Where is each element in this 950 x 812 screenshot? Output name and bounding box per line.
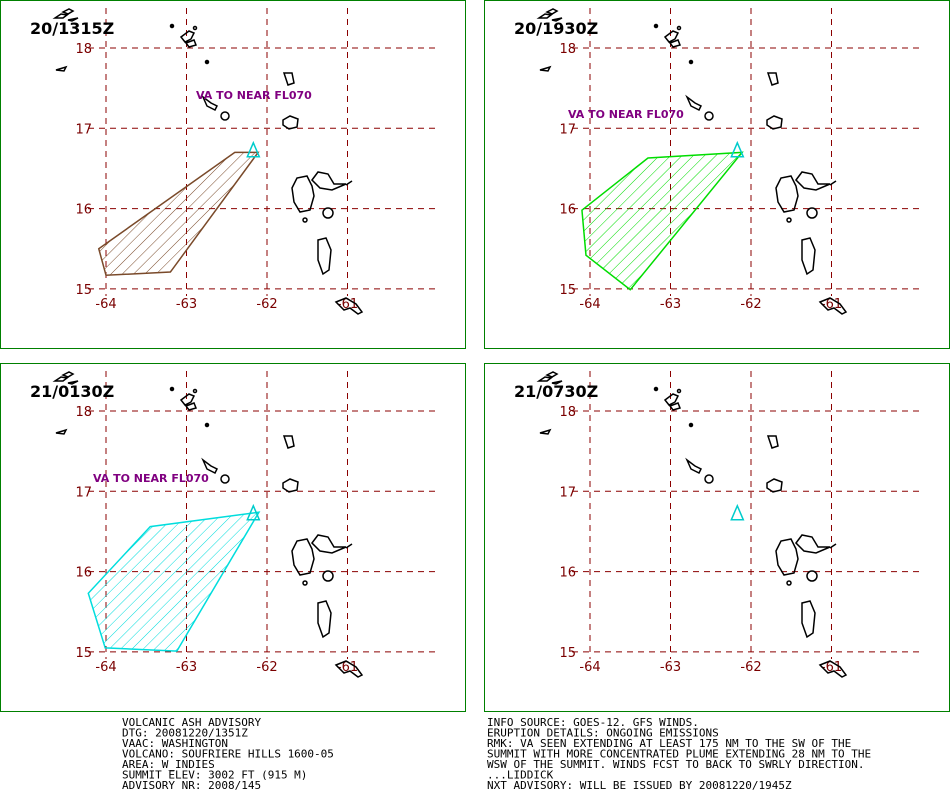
advisory-line: ...LIDDICK — [487, 769, 554, 782]
lat-label: 18 — [75, 42, 92, 57]
volcano — [246, 503, 261, 521]
volcano — [730, 140, 745, 158]
valid-time: 20/1315Z — [30, 19, 114, 38]
ash-cloud — [581, 151, 744, 291]
lat-label: 16 — [559, 566, 576, 581]
ash-cloud — [87, 511, 261, 652]
advisory-line: SUMMIT WITH MORE CONCENTRATED PLUME EXTE… — [487, 748, 871, 761]
lon-label: -63 — [176, 660, 197, 675]
lon-label: -64 — [95, 297, 116, 312]
lat-label: 15 — [75, 283, 92, 298]
lat-label: 18 — [559, 405, 576, 420]
valid-time: 21/0730Z — [514, 382, 598, 401]
panel-frame — [484, 363, 950, 712]
lat-label: 15 — [559, 646, 576, 661]
lon-label: -63 — [660, 297, 681, 312]
advisory-line: INFO SOURCE: GOES-12. GFS WINDS. — [487, 716, 699, 729]
advisory-line: VOLCANO: SOUFRIERE HILLS 1600-05 — [122, 748, 334, 761]
advisory-line: WSW OF THE SUMMIT. WINDS FCST TO BACK TO… — [487, 758, 865, 771]
advisory-line: AREA: W_INDIES — [122, 758, 215, 771]
advisory-line: ERUPTION DETAILS: ONGOING EMISSIONS — [487, 727, 719, 740]
lat-label: 17 — [559, 122, 576, 137]
advisory-line: VOLCANIC ASH ADVISORY — [122, 716, 261, 729]
ash-label: VA TO NEAR FL070 — [568, 108, 684, 121]
lat-label: 17 — [75, 122, 92, 137]
volcano — [246, 140, 261, 158]
lat-label: 16 — [75, 203, 92, 218]
lon-label: -63 — [176, 297, 197, 312]
lat-label: 15 — [559, 283, 576, 298]
volcano — [730, 503, 745, 521]
valid-time: 20/1930Z — [514, 19, 598, 38]
advisory-line: NXT ADVISORY: WILL BE ISSUED BY 20081220… — [487, 779, 792, 792]
lon-label: -62 — [256, 660, 277, 675]
lat-label: 16 — [75, 566, 92, 581]
lat-label: 17 — [559, 485, 576, 500]
lon-label: -64 — [579, 660, 600, 675]
valid-time: 21/0130Z — [30, 382, 114, 401]
lon-label: -62 — [256, 297, 277, 312]
advisory-line: VAAC: WASHINGTON — [122, 737, 228, 750]
lon-label: -63 — [660, 660, 681, 675]
advisory-line: SUMMIT ELEV: 3002 FT (915 M) — [122, 769, 307, 782]
advisory-line: DTG: 20081220/1351Z — [122, 727, 248, 740]
lat-label: 17 — [75, 485, 92, 500]
lon-label: -62 — [740, 660, 761, 675]
ash-label: VA TO NEAR FL070 — [196, 89, 312, 102]
lon-label: -64 — [579, 297, 600, 312]
advisory-line: RMK: VA SEEN EXTENDING AT LEAST 175 NM T… — [487, 737, 851, 750]
advisory-line: ADVISORY NR: 2008/145 — [122, 779, 261, 792]
lat-label: 18 — [75, 405, 92, 420]
lon-label: -64 — [95, 660, 116, 675]
lat-label: 15 — [75, 646, 92, 661]
lon-label: -62 — [740, 297, 761, 312]
lat-label: 16 — [559, 203, 576, 218]
ash-label: VA TO NEAR FL070 — [93, 472, 209, 485]
lat-label: 18 — [559, 42, 576, 57]
